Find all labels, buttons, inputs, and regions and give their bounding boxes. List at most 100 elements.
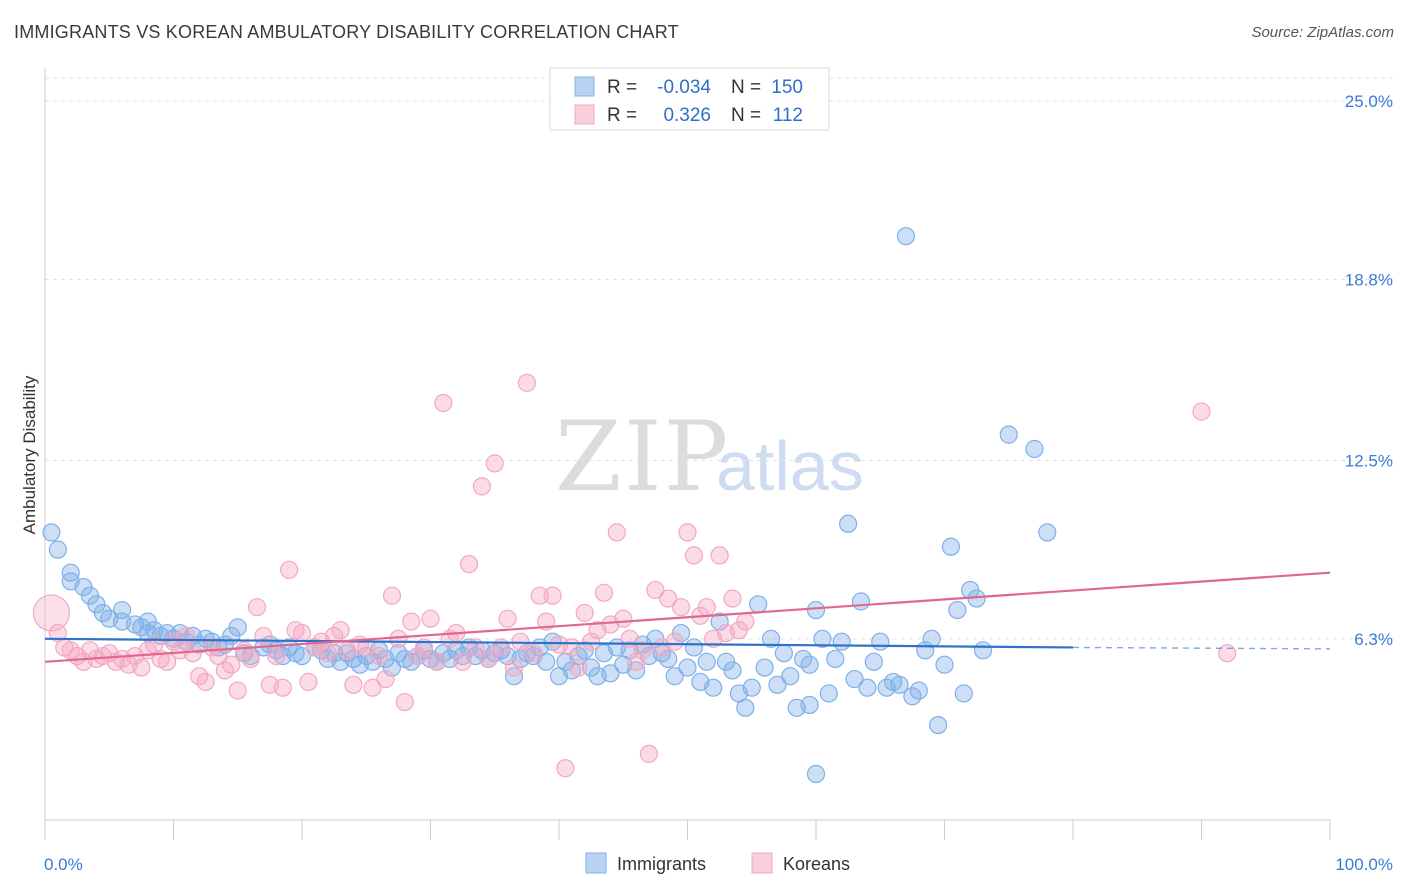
immigrants-point	[928, 715, 948, 735]
koreans-point	[318, 644, 337, 663]
immigrants-point	[697, 652, 716, 671]
immigrants-point	[755, 658, 774, 677]
immigrants-legend-swatch	[585, 852, 607, 874]
n-label: N =	[731, 77, 761, 98]
koreans-point	[492, 638, 511, 657]
immigrants-point	[839, 514, 858, 533]
immigrants-n-value: 150	[771, 77, 803, 98]
koreans-point	[267, 646, 286, 666]
koreans-point	[382, 586, 402, 605]
koreans-point	[247, 598, 267, 617]
immigrants-point	[1025, 439, 1044, 459]
n-label: N =	[731, 105, 761, 126]
koreans-point	[183, 644, 202, 663]
koreans-point	[659, 589, 678, 608]
immigrants-point	[774, 644, 793, 663]
immigrants-point	[228, 618, 247, 637]
koreans-point	[241, 649, 260, 669]
koreans-point	[543, 586, 562, 605]
y-tick-label: 6.3%	[1354, 630, 1393, 649]
koreans-point	[196, 672, 215, 692]
immigrants-point	[781, 667, 800, 686]
stats-legend-box	[549, 67, 830, 131]
koreans-point	[299, 672, 318, 692]
koreans-r-value: 0.326	[663, 105, 711, 126]
immigrants-point	[684, 638, 704, 657]
immigrants-point	[800, 695, 819, 715]
immigrants-point	[800, 655, 819, 674]
immigrants-point	[909, 681, 928, 700]
koreans-point	[222, 655, 241, 674]
immigrants-stats-swatch	[574, 76, 595, 97]
koreans-point	[414, 638, 434, 657]
koreans-point	[228, 681, 247, 700]
koreans-legend-label: Koreans	[783, 854, 850, 874]
immigrants-point	[858, 678, 877, 697]
koreans-point	[485, 454, 504, 473]
immigrants-point	[1038, 523, 1057, 542]
immigrants-point	[941, 537, 961, 556]
immigrants-point	[537, 652, 556, 671]
koreans-point	[504, 658, 524, 677]
koreans-point	[395, 692, 414, 712]
koreans-trend-line	[44, 571, 1331, 663]
koreans-point	[582, 632, 601, 651]
koreans-point	[376, 669, 395, 689]
immigrants-point	[292, 646, 312, 666]
immigrants-point	[742, 678, 761, 697]
immigrants-point	[749, 595, 768, 614]
immigrants-point	[845, 669, 864, 689]
immigrants-trend-line	[44, 637, 1074, 649]
r-label: R =	[607, 105, 637, 126]
koreans-point	[569, 658, 588, 677]
koreans-point	[671, 598, 691, 617]
koreans-point	[402, 612, 421, 631]
koreans-point	[344, 675, 363, 694]
immigrants-point	[723, 661, 742, 680]
chart-title: IMMIGRANTS VS KOREAN AMBULATORY DISABILI…	[14, 22, 679, 42]
immigrants-point	[864, 652, 883, 671]
koreans-point	[626, 652, 646, 671]
immigrants-point	[601, 664, 620, 683]
koreans-point	[646, 580, 665, 600]
koreans-point	[421, 609, 440, 628]
immigrants-point	[851, 592, 871, 611]
watermark-atlas: atlas	[716, 427, 864, 505]
koreans-point	[453, 652, 472, 671]
immigrants-trend-extension	[1072, 646, 1331, 650]
immigrants-legend-label: Immigrants	[617, 854, 706, 874]
koreans-point	[427, 652, 447, 671]
r-label: R =	[607, 77, 637, 98]
y-tick-label: 12.5%	[1345, 452, 1393, 471]
koreans-point	[370, 646, 389, 666]
immigrants-point	[813, 629, 832, 648]
koreans-point	[633, 641, 652, 660]
immigrants-point	[42, 523, 61, 542]
koreans-point	[736, 612, 755, 631]
koreans-point	[524, 644, 543, 663]
immigrants-point	[935, 655, 954, 674]
immigrants-point	[832, 632, 851, 651]
koreans-point	[459, 554, 479, 574]
x-tick-label: 100.0%	[1335, 855, 1393, 874]
koreans-point	[132, 658, 151, 677]
koreans-n-value: 112	[773, 105, 803, 126]
immigrants-point	[806, 764, 826, 784]
koreans-legend-swatch	[751, 852, 773, 874]
y-tick-label: 18.8%	[1345, 270, 1393, 289]
koreans-point	[607, 523, 626, 542]
koreans-point	[594, 583, 614, 602]
immigrants-point	[922, 629, 941, 648]
immigrants-point	[112, 600, 132, 620]
immigrants-point	[948, 600, 967, 620]
koreans-point	[614, 609, 633, 628]
koreans-point	[556, 759, 575, 778]
immigrants-point	[704, 678, 723, 697]
koreans-point	[1192, 402, 1211, 421]
immigrants-point	[871, 632, 890, 651]
koreans-point	[710, 546, 729, 565]
immigrants-point	[48, 540, 67, 559]
immigrants-point	[736, 698, 755, 717]
koreans-point	[517, 373, 536, 392]
